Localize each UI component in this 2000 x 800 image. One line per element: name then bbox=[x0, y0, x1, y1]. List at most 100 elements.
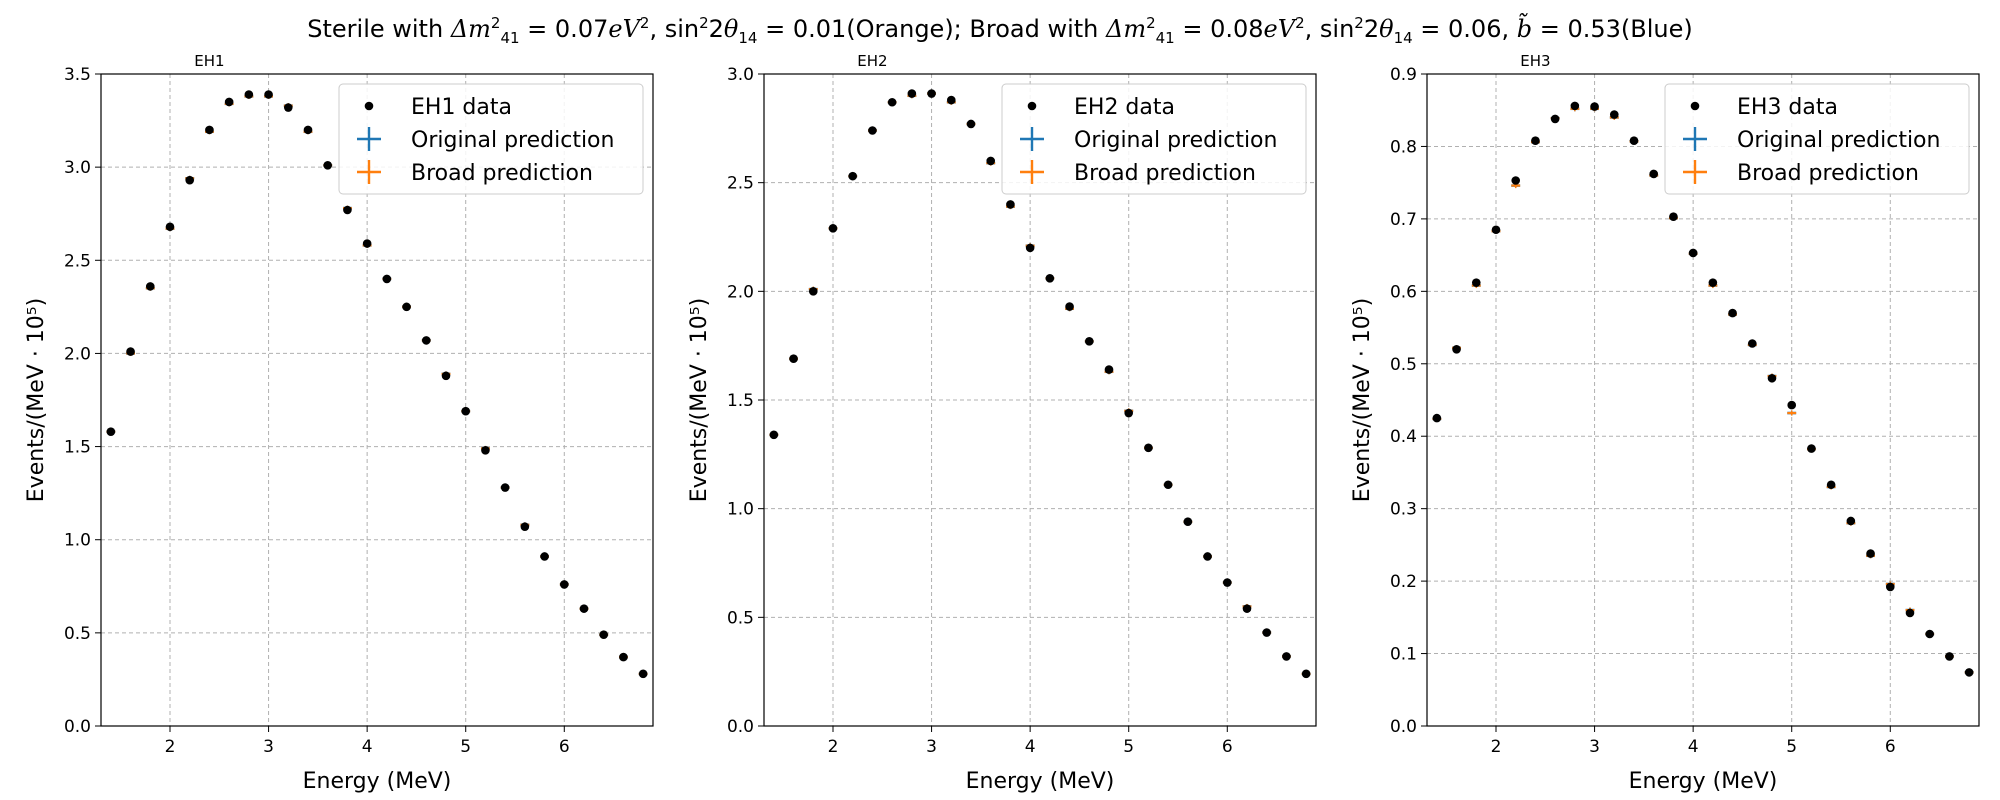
data-point bbox=[1945, 652, 1954, 661]
x-tick-label: 2 bbox=[828, 737, 839, 757]
data-point bbox=[402, 302, 411, 312]
data-point bbox=[599, 630, 609, 640]
legend-box bbox=[1664, 83, 1970, 195]
data-point bbox=[1826, 480, 1836, 490]
legend: EH2 data Original prediction Broad predict… bbox=[1001, 83, 1307, 195]
title-fragment: 2 bbox=[699, 14, 709, 32]
data-point bbox=[986, 156, 996, 166]
data-point bbox=[1452, 344, 1461, 354]
chart-panel-eh1: 2 3 4 5 6 0.0 0.5 1.0 1.5 2.0 2.5 3.0 3.5 EH1 Energy… bbox=[24, 52, 654, 794]
legend-label: EH1 data bbox=[411, 95, 512, 120]
y-tick-label: 0.5 bbox=[727, 608, 754, 628]
x-tick-label: 3 bbox=[1589, 737, 1600, 757]
title-fragment: = 0.53(Blue) bbox=[1532, 15, 1693, 43]
y-tick-label: 0.6 bbox=[1390, 282, 1417, 302]
title-fragment: θ bbox=[723, 15, 739, 43]
data-point bbox=[1866, 549, 1875, 558]
y-axis-label: Events/(MeV · 10⁵) bbox=[687, 298, 712, 502]
chart-panel-eh2: 2 3 4 5 6 0.0 0.5 1.0 1.5 2.0 2.5 3.0 EH2 Energy (M… bbox=[687, 52, 1317, 794]
data-marks bbox=[769, 89, 1311, 679]
data-point bbox=[1767, 373, 1777, 383]
axis-ticks: 2 3 4 5 6 0.0 0.1 0.2 0.3 0.4 0.5 0.6 0.7 0.8 0.9 bbox=[1390, 65, 1896, 757]
y-axis-label: Events/(MeV · 10⁵) bbox=[1350, 298, 1375, 502]
title-fragment: = 0.06, bbox=[1412, 15, 1517, 43]
title-fragment: 14 bbox=[738, 28, 758, 47]
y-tick-label: 3.0 bbox=[64, 158, 91, 178]
data-point bbox=[619, 652, 628, 662]
title-fragment: 2 bbox=[708, 15, 724, 43]
axis-ticks: 2 3 4 5 6 0.0 0.5 1.0 1.5 2.0 2.5 3.0 3.5 bbox=[64, 65, 570, 757]
title-fragment: 2 bbox=[1354, 14, 1364, 32]
x-tick-label: 3 bbox=[263, 737, 274, 757]
title-fragment: = 0.01(Orange); Broad with bbox=[757, 15, 1106, 43]
legend-data-marker bbox=[364, 101, 374, 111]
data-point bbox=[1708, 278, 1718, 287]
data-point bbox=[540, 552, 549, 561]
title-fragment: 14 bbox=[1393, 28, 1413, 47]
legend-box bbox=[338, 83, 644, 195]
legend-label: Broad prediction bbox=[1074, 161, 1256, 186]
y-tick-label: 0.8 bbox=[1390, 137, 1417, 157]
title-fragment: = 0.07 bbox=[519, 15, 609, 43]
title-fragment: 41 bbox=[500, 28, 520, 47]
data-point bbox=[907, 89, 917, 98]
data-point bbox=[1301, 669, 1311, 679]
y-tick-label: 2.5 bbox=[64, 251, 91, 271]
data-point bbox=[421, 336, 431, 345]
title-fragment: , sin bbox=[649, 15, 700, 43]
legend-original-marker bbox=[1020, 127, 1044, 151]
data-point bbox=[481, 445, 490, 455]
data-point bbox=[828, 224, 838, 233]
y-tick-label: 0.0 bbox=[727, 717, 754, 737]
y-tick-label: 0.5 bbox=[1390, 355, 1417, 375]
legend-label: Original prediction bbox=[411, 128, 614, 153]
subplot-title: EH1 bbox=[194, 52, 224, 70]
data-point bbox=[1163, 480, 1173, 490]
x-tick-label: 5 bbox=[460, 737, 471, 757]
data-point bbox=[1550, 114, 1560, 124]
x-tick-label: 6 bbox=[1222, 737, 1233, 757]
data-point bbox=[1432, 413, 1442, 423]
x-axis-label: Energy (MeV) bbox=[1629, 769, 1778, 794]
data-point bbox=[1649, 169, 1659, 179]
title-fragment: θ bbox=[1379, 15, 1394, 43]
data-point bbox=[1065, 302, 1074, 311]
data-point bbox=[1885, 582, 1895, 592]
legend-label: Broad prediction bbox=[1737, 161, 1919, 186]
title-fragment: 2 bbox=[639, 14, 650, 32]
data-point bbox=[343, 205, 352, 215]
data-point bbox=[868, 126, 877, 135]
data-point bbox=[1531, 136, 1540, 145]
y-tick-label: 2.0 bbox=[64, 344, 91, 364]
data-point bbox=[1262, 628, 1272, 637]
y-tick-label: 0.2 bbox=[1390, 572, 1417, 592]
data-point bbox=[1025, 243, 1035, 253]
title-fragment: Sterile with bbox=[307, 15, 451, 43]
data-point bbox=[1905, 608, 1915, 618]
figure-title: Sterile with Δm241 = 0.07eV2, sin22θ14 =… bbox=[0, 14, 2000, 47]
legend-label: Original prediction bbox=[1074, 128, 1277, 153]
chart-panel-eh3: 2 3 4 5 6 0.0 0.1 0.2 0.3 0.4 0.5 0.6 0.7 0.8 0.9 EH3 … bbox=[1350, 52, 1980, 794]
data-point bbox=[1183, 517, 1193, 527]
x-axis-label: Energy (MeV) bbox=[303, 769, 452, 794]
title-fragment: 2 bbox=[1295, 14, 1305, 32]
data-point bbox=[1964, 668, 1974, 677]
data-point bbox=[1045, 273, 1055, 283]
axes-frame bbox=[100, 73, 654, 727]
data-point bbox=[1491, 225, 1501, 235]
x-tick-label: 4 bbox=[1688, 737, 1699, 757]
data-marks bbox=[106, 90, 648, 679]
data-point bbox=[1807, 444, 1816, 453]
data-point bbox=[1570, 101, 1580, 111]
y-tick-label: 0.0 bbox=[1390, 717, 1417, 737]
data-point bbox=[283, 103, 293, 112]
data-point bbox=[1609, 110, 1619, 119]
data-point bbox=[927, 89, 936, 98]
y-tick-label: 0.4 bbox=[1390, 427, 1417, 447]
title-fragment: Δm bbox=[1106, 15, 1147, 43]
legend-broad-marker bbox=[357, 160, 381, 184]
y-tick-label: 0.1 bbox=[1390, 645, 1417, 665]
data-point bbox=[1282, 652, 1291, 661]
data-point bbox=[1590, 102, 1599, 111]
legend-data-marker bbox=[1690, 101, 1700, 111]
